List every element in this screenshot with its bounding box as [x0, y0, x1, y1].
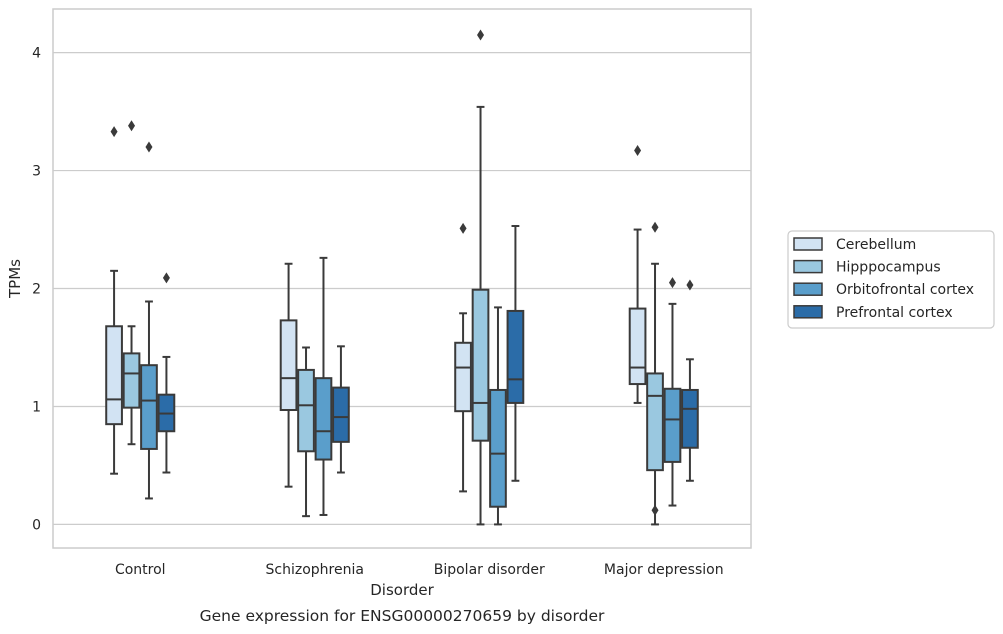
x-tick-label: Bipolar disorder: [434, 562, 545, 578]
legend-label: Hipppocampus: [836, 260, 941, 276]
legend-frame: [787, 230, 995, 329]
box-body: [663, 387, 682, 463]
box-body: [332, 386, 350, 443]
legend-label: Orbitofrontal cortex: [836, 282, 974, 298]
y-tick-label: 1: [32, 399, 41, 415]
box-body: [314, 377, 333, 461]
y-tick-label: 0: [32, 517, 41, 533]
box-body: [140, 364, 158, 450]
x-tick-label: Control: [115, 562, 166, 578]
legend-label: Cerebellum: [836, 237, 916, 253]
plot-area-frame: [52, 8, 752, 549]
box-3-2: [506, 225, 525, 482]
box-body: [506, 309, 525, 404]
outlier-point: [128, 120, 136, 132]
box-1-1: [297, 346, 315, 518]
chart-caption: Gene expression for ENSG00000270659 by d…: [200, 607, 605, 625]
box-body: [646, 372, 664, 472]
legend-swatch: [793, 237, 823, 251]
legend-swatch: [793, 259, 823, 274]
box-3-3: [681, 279, 699, 482]
legend-swatch: [793, 282, 823, 296]
box-0-1: [279, 262, 298, 488]
y-tick-label: 2: [32, 282, 41, 298]
box-1-0: [122, 120, 141, 446]
legend-swatch: [793, 305, 823, 319]
box-3-0: [157, 272, 176, 474]
box-1-3: [646, 221, 664, 526]
outlier-point: [651, 504, 659, 516]
outlier-point: [110, 126, 118, 138]
box-2-1: [314, 256, 333, 516]
box-2-2: [489, 306, 507, 526]
x-axis-label: Disorder: [370, 581, 434, 599]
box-body: [454, 341, 472, 413]
box-0-3: [628, 145, 647, 404]
x-axis-ticks: Control Schizophrenia Bipolar disorder Majo…: [115, 562, 724, 578]
outlier-point: [668, 277, 676, 289]
box-body: [681, 388, 699, 449]
outlier-point: [686, 279, 694, 291]
y-tick-label: 4: [32, 46, 41, 62]
x-tick-label: Schizophrenia: [266, 562, 364, 578]
outlier-point: [459, 222, 467, 234]
outlier-point: [162, 272, 170, 284]
box-2-0: [140, 141, 158, 500]
box-body: [297, 368, 315, 453]
box-body: [105, 325, 123, 426]
box-plots: [105, 29, 699, 526]
x-tick-label: Major depression: [604, 562, 724, 578]
outlier-point: [145, 141, 153, 153]
box-body: [279, 319, 298, 412]
box-body: [628, 307, 647, 386]
outlier-point: [651, 221, 659, 233]
box-0-0: [105, 126, 123, 475]
box-1-2: [471, 29, 490, 526]
box-body: [489, 388, 507, 508]
legend: Cerebellum Hipppocampus Orbitofrontal cort…: [787, 230, 995, 329]
box-body: [471, 288, 490, 442]
box-0-2: [454, 222, 472, 493]
legend-label: Prefrontal cortex: [836, 305, 953, 321]
y-axis-ticks: 0 1 2 3 4: [32, 46, 41, 534]
y-tick-label: 3: [32, 164, 41, 180]
box-3-1: [332, 345, 350, 474]
y-axis-label: TPMs: [6, 259, 24, 299]
box-2-3: [663, 277, 682, 507]
outlier-point: [634, 145, 642, 157]
outlier-point: [477, 29, 485, 41]
box-body: [122, 352, 141, 409]
